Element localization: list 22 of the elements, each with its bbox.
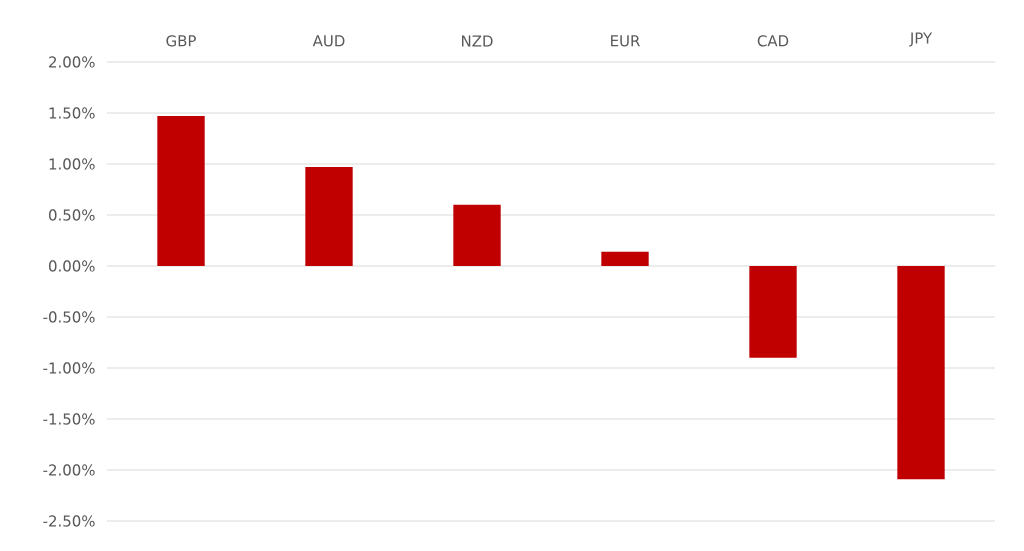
- y-tick-label: 0.50%: [49, 209, 95, 221]
- bar: [601, 251, 649, 266]
- y-tick-label: -1.50%: [43, 413, 95, 425]
- x-tick-label: EUR: [611, 35, 640, 47]
- y-tick-label: 2.00%: [49, 56, 95, 68]
- y-tick-label: -0.50%: [43, 311, 95, 323]
- bar: [749, 265, 797, 358]
- x-tick-label: AUD: [312, 35, 345, 47]
- bar: [897, 265, 945, 480]
- x-tick-label: GBP: [166, 35, 196, 47]
- y-tick-label: -2.50%: [43, 515, 95, 527]
- y-tick-label: 1.00%: [49, 158, 95, 170]
- y-tick-label: -1.00%: [43, 362, 95, 374]
- bar: [453, 204, 501, 266]
- y-tick-label: 0.00%: [49, 260, 95, 272]
- x-tick-label: JPY: [909, 32, 933, 47]
- y-tick-label: -2.00%: [43, 464, 95, 476]
- bar: [305, 167, 353, 266]
- x-tick-label: NZD: [462, 35, 493, 47]
- x-tick-label: CAD: [757, 35, 789, 47]
- bar: [157, 116, 205, 266]
- y-tick-label: 1.50%: [49, 107, 95, 119]
